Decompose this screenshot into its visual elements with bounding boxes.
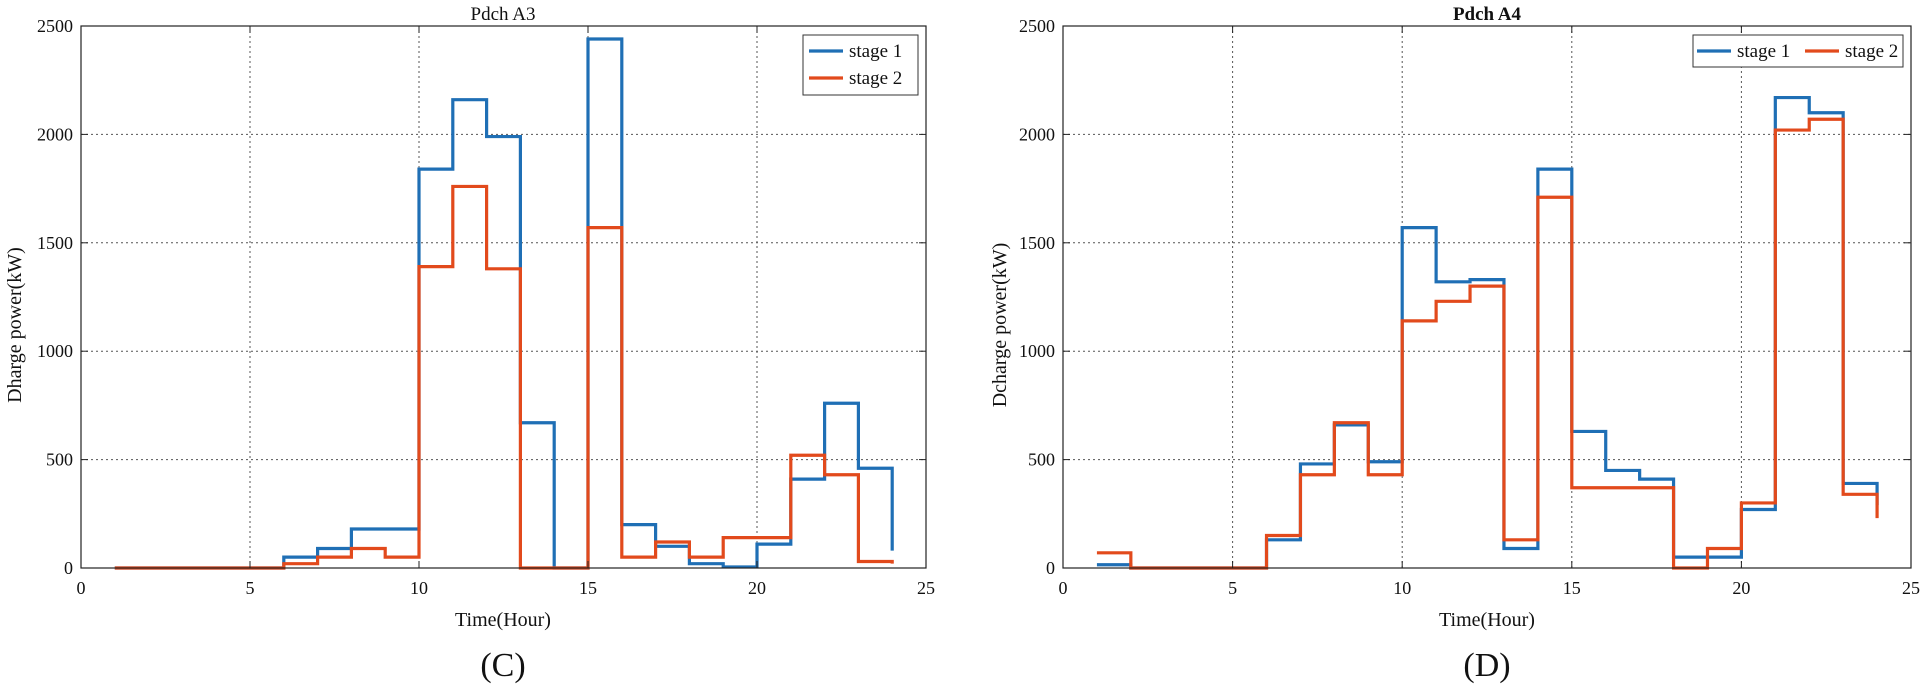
legend: stage 1 stage 2 xyxy=(1692,34,1904,68)
x-tick-label: 0 xyxy=(77,578,86,598)
y-tick-label: 2000 xyxy=(1019,124,1055,144)
legend-label: stage 1 xyxy=(1737,41,1790,62)
legend-label: stage 1 xyxy=(849,41,902,62)
y-tick-label: 2500 xyxy=(37,16,73,36)
x-tick-label: 25 xyxy=(1902,578,1920,598)
x-tick-label: 20 xyxy=(1732,578,1750,598)
y-tick-label: 0 xyxy=(1046,558,1055,578)
chart-pdch-a4: Pdch A4 Time(Hour) Dcharge power(kW) (D)… xyxy=(989,4,1920,684)
x-tick-label: 10 xyxy=(1393,578,1411,598)
y-tick-label: 500 xyxy=(46,450,73,470)
y-tick-label: 500 xyxy=(1028,450,1055,470)
y-axis-label: Dcharge power(kW) xyxy=(989,243,1011,408)
y-axis-label: Dharge power(kW) xyxy=(4,247,26,403)
y-tick-label: 2500 xyxy=(1019,16,1055,36)
x-axis-label: Time(Hour) xyxy=(1439,609,1535,631)
y-tick-label: 0 xyxy=(64,558,73,578)
chart-pdch-a3: Pdch A3 Time(Hour) Dharge power(kW) (C) … xyxy=(4,4,935,684)
y-tick-label: 2000 xyxy=(37,124,73,144)
y-tick-label: 1500 xyxy=(37,233,73,253)
x-tick-label: 5 xyxy=(246,578,255,598)
chart-title: Pdch A4 xyxy=(1453,4,1522,25)
axes-frame xyxy=(1062,25,1912,569)
x-tick-label: 15 xyxy=(1563,578,1581,598)
x-tick-label: 15 xyxy=(579,578,597,598)
x-tick-label: 0 xyxy=(1059,578,1068,598)
x-tick-label: 20 xyxy=(748,578,766,598)
x-tick-label: 25 xyxy=(917,578,935,598)
y-tick-label: 1500 xyxy=(1019,233,1055,253)
legend: stage 1 stage 2 xyxy=(802,34,919,96)
y-tick-label: 1000 xyxy=(37,341,73,361)
legend-label: stage 2 xyxy=(1845,41,1898,62)
legend-label: stage 2 xyxy=(849,68,902,89)
series-line-stage-2 xyxy=(1096,117,1879,570)
chart-title: Pdch A3 xyxy=(471,4,536,25)
plot-area xyxy=(81,26,926,568)
y-tick-label: 1000 xyxy=(1019,341,1055,361)
x-tick-label: 10 xyxy=(410,578,428,598)
axes-frame xyxy=(80,25,927,569)
x-tick-label: 5 xyxy=(1228,578,1237,598)
panel-label: (C) xyxy=(480,647,525,684)
x-axis-label: Time(Hour) xyxy=(455,609,551,631)
legend-box xyxy=(802,34,919,96)
plot-area xyxy=(1063,26,1911,568)
panel-label: (D) xyxy=(1463,647,1510,684)
